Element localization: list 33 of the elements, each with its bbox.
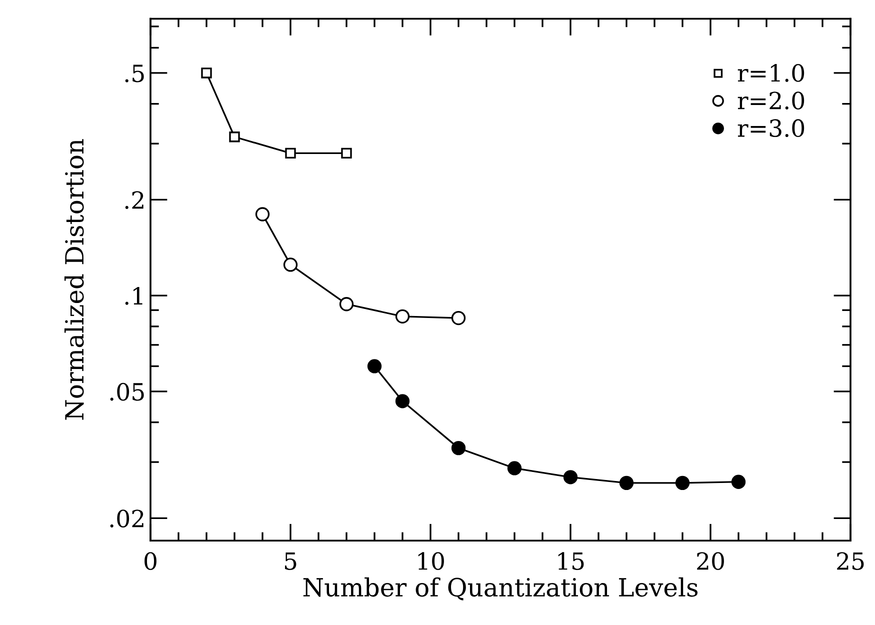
legend-label: r=2.0 (738, 92, 804, 110)
point (563, 470, 578, 484)
x-tick-label: 20 (697, 552, 724, 570)
point (255, 207, 270, 222)
point (395, 309, 410, 324)
point (395, 394, 410, 408)
legend-label: r=1.0 (738, 64, 804, 82)
y-tick-label: .05 (110, 382, 144, 401)
legend-label: r=3.0 (738, 119, 804, 138)
point (285, 148, 296, 159)
point (339, 297, 354, 312)
y-tick-label: .1 (125, 287, 142, 305)
point (675, 476, 690, 490)
y-axis-title: Normalized Distortion (64, 139, 84, 420)
x-tick-label: 10 (418, 552, 444, 570)
point (619, 476, 634, 490)
point (731, 474, 746, 489)
point (229, 132, 240, 142)
point (451, 440, 466, 456)
x-tick-label: 25 (837, 552, 864, 570)
x-axis-title: Number of Quantization Levels (303, 577, 698, 600)
y-tick-label: .2 (125, 191, 144, 209)
point (341, 148, 352, 159)
y-tick-label: .5 (125, 64, 144, 82)
y-tick-label: .02 (110, 510, 144, 528)
point (283, 258, 298, 272)
point (507, 461, 522, 476)
x-tick-label: 5 (284, 552, 296, 570)
x-tick-label: 15 (558, 552, 584, 570)
x-tick-label: 0 (144, 552, 156, 570)
point (367, 359, 382, 374)
point (451, 310, 466, 326)
point (201, 68, 212, 78)
